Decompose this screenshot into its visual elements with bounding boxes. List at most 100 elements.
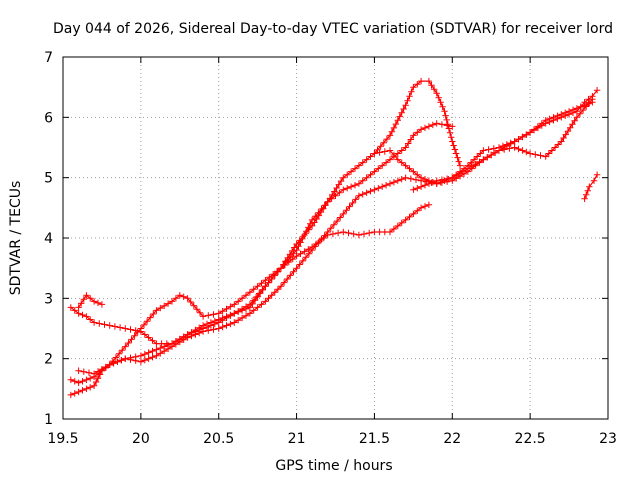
data-point-interp bbox=[110, 360, 117, 367]
data-point bbox=[215, 325, 222, 332]
data-point-interp bbox=[429, 121, 436, 129]
data-point bbox=[277, 265, 285, 272]
data-point bbox=[90, 298, 98, 305]
data-point-interp bbox=[149, 347, 156, 355]
data-point bbox=[511, 138, 518, 145]
data-point-interp bbox=[313, 215, 320, 223]
data-point bbox=[340, 174, 347, 181]
data-point-interp bbox=[115, 350, 123, 357]
data-point bbox=[153, 346, 160, 353]
data-point-interp bbox=[164, 300, 172, 307]
data-point-interp bbox=[534, 123, 542, 130]
data-point-interp bbox=[343, 207, 350, 214]
data-point-interp bbox=[257, 290, 264, 297]
data-point-interp bbox=[114, 358, 121, 365]
y-tick-label: 5 bbox=[44, 171, 53, 187]
data-point-interp bbox=[438, 121, 446, 128]
data-point-interp bbox=[425, 123, 433, 130]
data-point-interp bbox=[337, 214, 344, 221]
data-point bbox=[589, 93, 596, 100]
data-point-interp bbox=[180, 336, 187, 343]
data-point-interp bbox=[382, 159, 390, 166]
data-point bbox=[137, 358, 145, 365]
data-point-interp bbox=[551, 144, 559, 151]
data-point-interp bbox=[219, 314, 226, 322]
data-point-interp bbox=[454, 154, 461, 161]
data-point-interp bbox=[227, 320, 234, 328]
data-point-interp bbox=[490, 145, 497, 152]
data-point-interp bbox=[299, 257, 306, 265]
data-point-interp bbox=[400, 105, 407, 113]
data-point-interp bbox=[437, 179, 444, 186]
series-track-1 bbox=[67, 77, 464, 399]
data-point-interp bbox=[211, 317, 218, 325]
data-point-interp bbox=[392, 120, 399, 128]
data-point bbox=[425, 77, 433, 85]
data-point-interp bbox=[363, 174, 370, 181]
data-point-interp bbox=[268, 292, 275, 299]
data-point-interp bbox=[435, 94, 442, 101]
data-point bbox=[386, 147, 394, 154]
y-tick-label: 3 bbox=[44, 291, 53, 307]
data-point bbox=[386, 180, 394, 187]
data-point-interp bbox=[219, 308, 226, 315]
data-point-interp bbox=[295, 243, 302, 250]
data-point-interp bbox=[188, 332, 195, 340]
series-line bbox=[70, 80, 461, 396]
data-point bbox=[542, 153, 549, 160]
data-point-interp bbox=[394, 150, 401, 157]
grid-lines bbox=[63, 57, 608, 419]
data-point-interp bbox=[450, 142, 457, 149]
data-point-interp bbox=[271, 289, 278, 296]
data-point-interp bbox=[441, 177, 448, 184]
data-point bbox=[106, 361, 113, 368]
data-point-interp bbox=[196, 329, 203, 337]
y-axis-label: SDTVAR / TECUs bbox=[8, 181, 24, 296]
data-point-interp bbox=[359, 159, 366, 166]
data-point bbox=[67, 391, 74, 399]
data-point-interp bbox=[532, 151, 539, 158]
data-point-interp bbox=[299, 235, 306, 242]
data-point-interp bbox=[377, 143, 384, 150]
data-point-interp bbox=[334, 229, 342, 237]
series-line bbox=[584, 174, 598, 200]
data-point bbox=[511, 144, 518, 151]
data-point-interp bbox=[161, 302, 168, 310]
data-point bbox=[386, 132, 394, 139]
y-tick-label: 4 bbox=[44, 231, 53, 247]
data-point bbox=[340, 228, 347, 236]
data-point-interp bbox=[414, 185, 421, 192]
data-point-interp bbox=[548, 147, 556, 154]
data-point-interp bbox=[382, 182, 390, 189]
data-point bbox=[558, 138, 565, 145]
data-point-interp bbox=[312, 243, 319, 250]
data-point-interp bbox=[414, 129, 421, 136]
x-tick-label: 22.5 bbox=[515, 431, 546, 447]
data-point-interp bbox=[80, 368, 87, 375]
data-point-interp bbox=[116, 324, 124, 331]
data-point-interp bbox=[112, 354, 120, 361]
data-point-interp bbox=[488, 151, 495, 159]
data-point-interp bbox=[421, 182, 429, 189]
data-point bbox=[464, 162, 472, 169]
data-point-interp bbox=[80, 296, 87, 303]
x-tick-label: 21 bbox=[288, 431, 306, 447]
data-point-interp bbox=[287, 272, 294, 279]
data-point bbox=[449, 174, 456, 181]
series-track-7 bbox=[581, 171, 601, 202]
data-point bbox=[480, 147, 487, 154]
data-point-interp bbox=[388, 128, 396, 135]
data-point-interp bbox=[141, 350, 148, 358]
x-tick-label: 20.5 bbox=[203, 431, 234, 447]
data-point bbox=[433, 180, 440, 187]
data-point-interp bbox=[94, 368, 102, 375]
data-point-interp bbox=[176, 338, 183, 346]
data-point-interp bbox=[301, 231, 308, 239]
data-point-interp bbox=[390, 179, 398, 186]
data-point-interp bbox=[196, 309, 204, 316]
data-point-interp bbox=[301, 248, 308, 255]
data-point-interp bbox=[344, 171, 351, 178]
data-point-interp bbox=[315, 239, 322, 246]
data-point-interp bbox=[390, 124, 398, 132]
data-point-interp bbox=[141, 331, 148, 338]
